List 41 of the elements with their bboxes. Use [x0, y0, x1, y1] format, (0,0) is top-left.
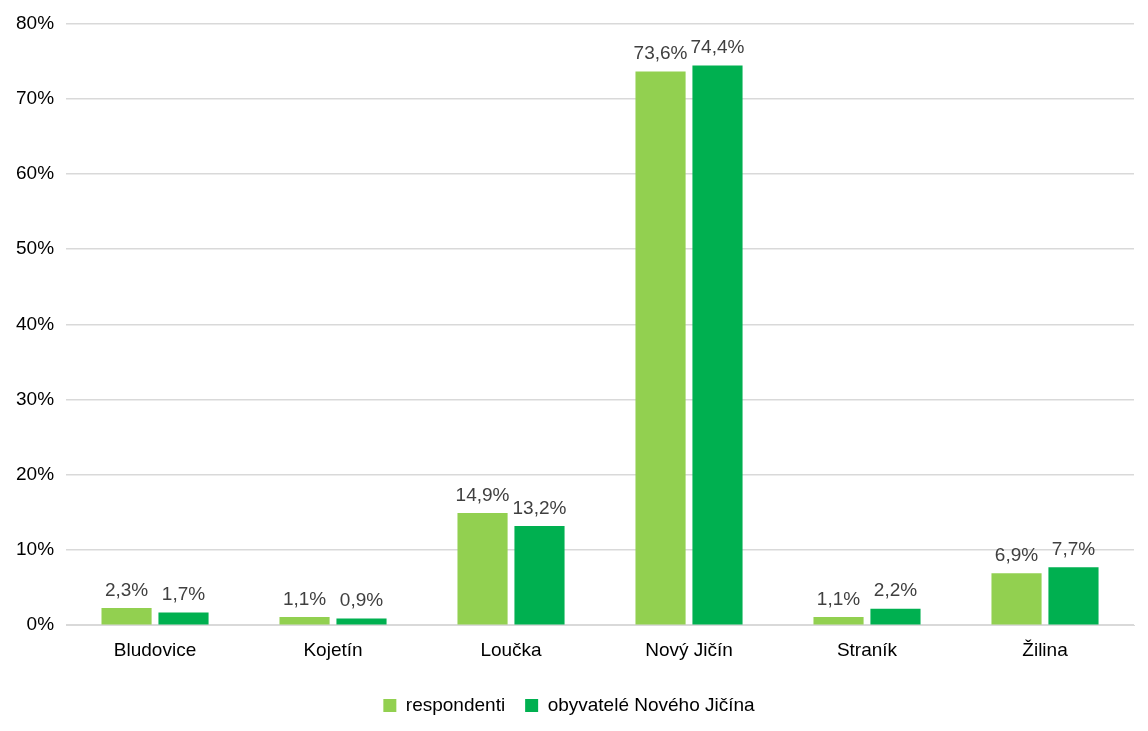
data-label: 74,4%: [690, 36, 745, 58]
x-tick-label: Kojetín: [303, 638, 363, 660]
y-tick-label: 60%: [16, 162, 55, 184]
legend-label: respondenti: [405, 693, 506, 715]
bar: [101, 607, 152, 625]
data-label: 1,7%: [161, 583, 206, 605]
data-label: 2,2%: [873, 579, 918, 601]
bar: [635, 71, 686, 625]
bar: [870, 608, 921, 625]
y-tick-label: 0%: [26, 613, 55, 635]
bar: [514, 525, 565, 625]
y-tick-label: 80%: [16, 11, 55, 33]
y-tick-label: 50%: [16, 237, 55, 259]
legend-label: obyvatelé Nového Jičína: [547, 693, 756, 715]
y-tick-label: 70%: [16, 86, 55, 108]
bar: [336, 618, 387, 625]
x-tick-label: Žilina: [1022, 638, 1069, 660]
bar: [991, 573, 1042, 625]
data-label: 13,2%: [512, 496, 567, 518]
data-label: 2,3%: [104, 578, 149, 600]
y-tick-label: 30%: [16, 387, 55, 409]
x-tick-label: Straník: [836, 638, 898, 660]
data-label: 14,9%: [455, 483, 510, 505]
bar: [813, 616, 864, 625]
data-label: 1,1%: [816, 587, 861, 609]
x-tick-label: Bludovice: [113, 638, 197, 660]
bar: [692, 65, 743, 625]
data-label: 73,6%: [633, 42, 688, 64]
bar: [457, 513, 508, 625]
x-tick-label: Nový Jičín: [645, 638, 733, 660]
bar: [279, 616, 330, 625]
x-tick-label: Loučka: [480, 638, 543, 660]
bar: [158, 612, 209, 625]
y-tick-label: 40%: [16, 312, 55, 334]
y-tick-label: 10%: [16, 538, 55, 560]
data-label: 1,1%: [282, 587, 327, 609]
data-label: 0,9%: [339, 589, 384, 611]
y-tick-label: 20%: [16, 462, 55, 484]
data-label: 7,7%: [1051, 538, 1096, 560]
bar: [1048, 567, 1099, 625]
data-label: 6,9%: [994, 544, 1039, 566]
